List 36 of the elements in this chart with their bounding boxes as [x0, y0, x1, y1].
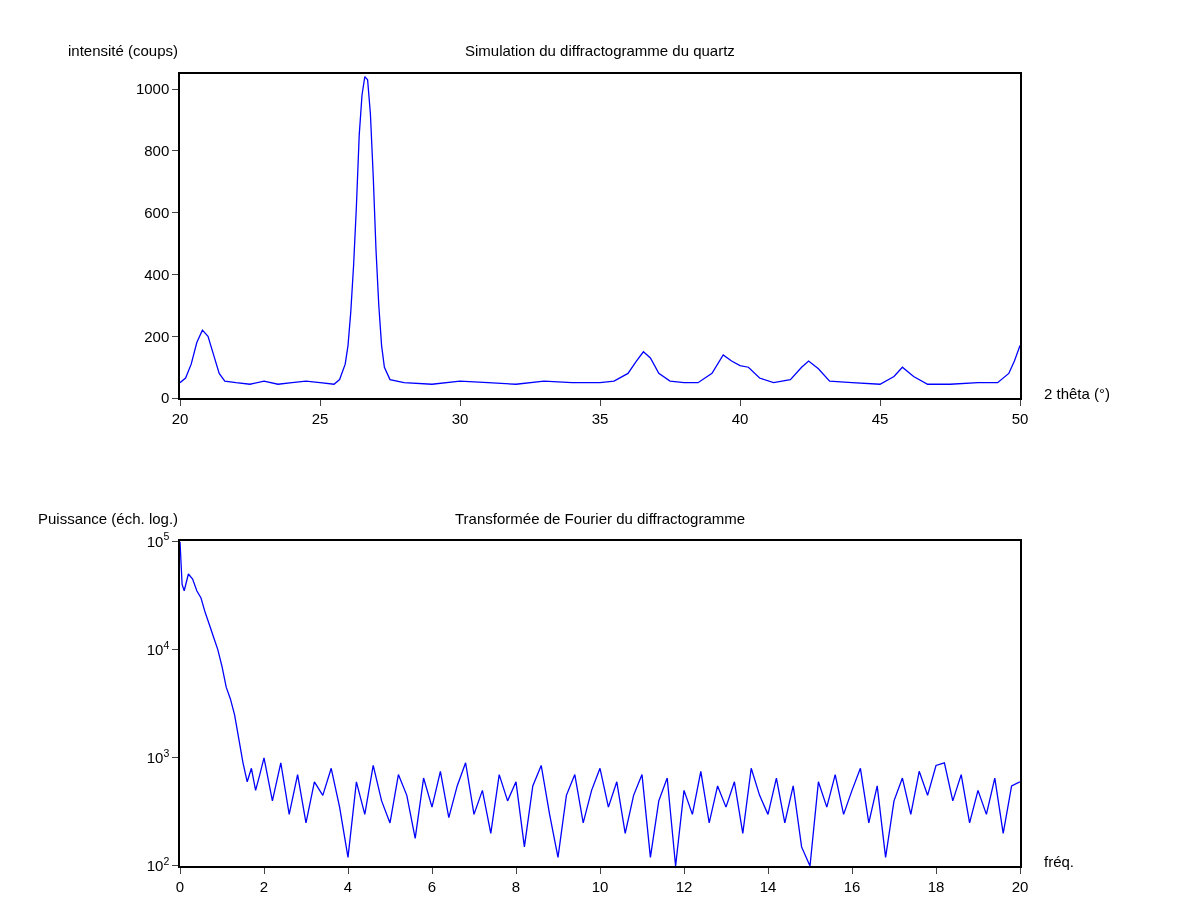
x-tick-label: 14 [759, 877, 777, 895]
y-tick-label: 200 [144, 327, 170, 345]
x-tick-label: 20 [171, 409, 189, 427]
chart-title: Simulation du diffractogramme du quartz [465, 42, 735, 59]
x-tick-label: 50 [1011, 409, 1029, 427]
x-tick-label: 12 [675, 877, 693, 895]
y-tick-label: 800 [144, 142, 170, 160]
line-series [180, 541, 1020, 866]
x-tick-label: 35 [591, 409, 609, 427]
x-tick-label: 10 [591, 877, 609, 895]
line-series [180, 76, 1020, 385]
y-tick-label: 1000 [135, 80, 170, 98]
y-tick-label: 10$^{4}$ [146, 638, 170, 658]
x-tick-label: 4 [343, 877, 353, 895]
x-tick-label: 18 [927, 877, 945, 895]
y-tick-label: 10$^{3}$ [146, 746, 170, 767]
y-axis-title: Puissance (éch. log.) [38, 510, 179, 527]
x-tick-label: 0 [175, 877, 185, 895]
y-tick-label: 600 [144, 203, 170, 221]
x-tick-label: 45 [871, 409, 889, 427]
x-tick-label: 8 [511, 877, 521, 895]
x-axis-title: 2 thêta (°) [1044, 385, 1111, 402]
y-tick-label: 10$^{5}$ [146, 530, 170, 550]
x-tick-label: 40 [731, 409, 749, 427]
y-tick-label: 400 [144, 265, 170, 283]
x-tick-label: 16 [843, 877, 861, 895]
chart-title: Transformée de Fourier du diffractogramme [455, 510, 746, 527]
y-axis-title: intensité (coups) [68, 42, 179, 59]
x-tick-label: 6 [427, 877, 437, 895]
x-tick-label: 2 [259, 877, 269, 895]
y-tick-label: 10$^{2}$ [146, 854, 170, 875]
x-tick-label: 30 [451, 409, 469, 427]
x-tick-label: 25 [311, 409, 329, 427]
x-axis-title: fréq. [1044, 853, 1075, 870]
y-tick-label: 0 [160, 389, 170, 407]
x-tick-label: 20 [1011, 877, 1029, 895]
